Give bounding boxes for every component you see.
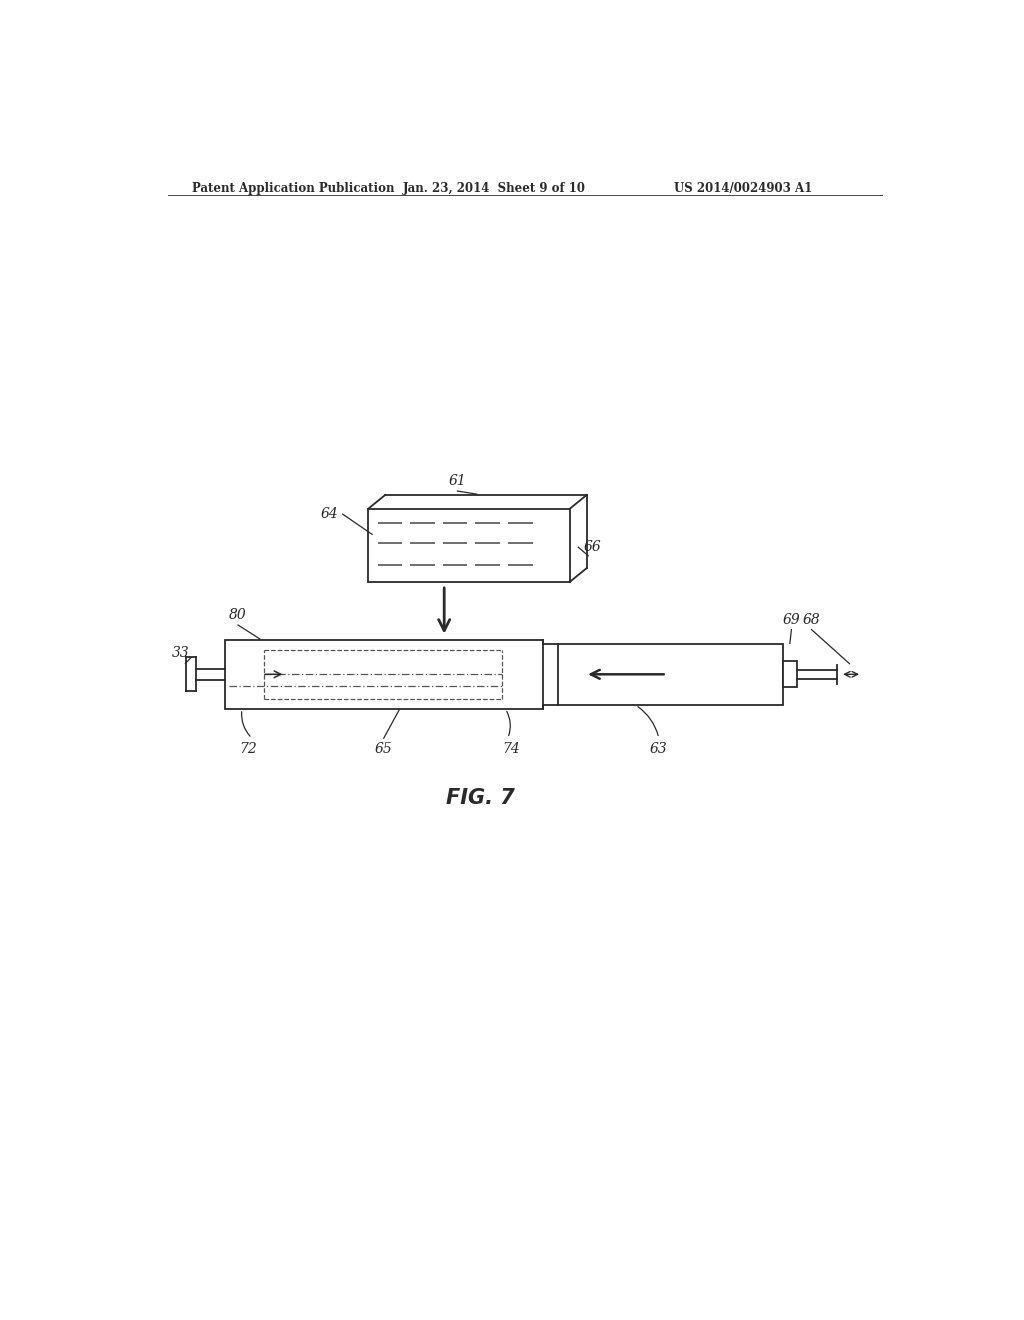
Text: 66: 66 xyxy=(584,540,601,554)
Text: FIG. 7: FIG. 7 xyxy=(446,788,515,808)
Text: 69: 69 xyxy=(782,612,801,627)
Text: 64: 64 xyxy=(322,507,339,521)
Text: Jan. 23, 2014  Sheet 9 of 10: Jan. 23, 2014 Sheet 9 of 10 xyxy=(403,182,586,194)
Bar xyxy=(558,644,783,705)
Text: 68: 68 xyxy=(803,612,820,627)
Text: 63: 63 xyxy=(650,742,668,756)
Bar xyxy=(369,508,569,582)
Text: US 2014/0024903 A1: US 2014/0024903 A1 xyxy=(675,182,813,194)
Text: 61: 61 xyxy=(449,474,466,488)
Text: 80: 80 xyxy=(229,609,247,622)
Text: Patent Application Publication: Patent Application Publication xyxy=(191,182,394,194)
Bar xyxy=(783,661,797,688)
Text: 74: 74 xyxy=(503,742,520,756)
Text: 33: 33 xyxy=(172,647,189,660)
Text: 72: 72 xyxy=(240,742,257,756)
Text: 65: 65 xyxy=(375,742,392,756)
Bar xyxy=(225,640,543,709)
